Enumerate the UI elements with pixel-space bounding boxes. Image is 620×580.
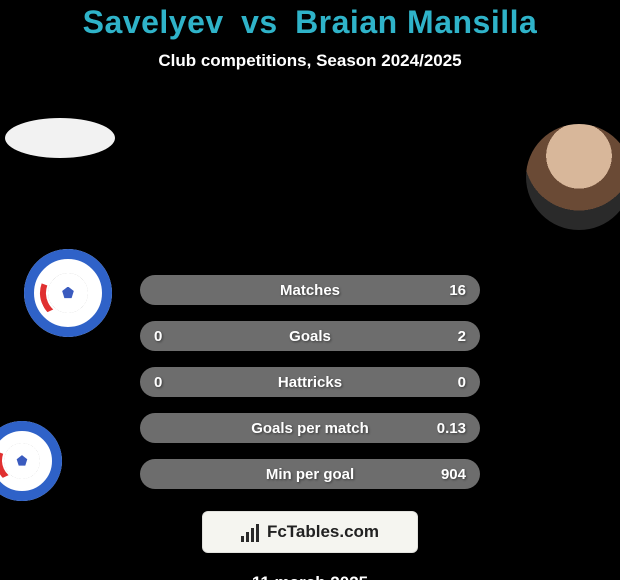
subtitle: Club competitions, Season 2024/2025 [0,51,620,71]
page-title: Savelyev vs Braian Mansilla [0,4,620,41]
title-player-2: Braian Mansilla [295,4,537,40]
stat-label: Min per goal [140,466,480,483]
player-2-club-crest [0,421,62,501]
title-vs: vs [241,4,278,40]
stat-row: Min per goal904 [140,459,480,489]
date-label: 11 march 2025 [0,573,620,580]
stats-rows: Matches16 0Goals2 0Hattricks0 Goals per mat… [140,275,480,489]
bar-chart-icon [241,522,261,542]
player-1-club-crest [24,249,112,337]
title-player-1: Savelyev [83,4,224,40]
stat-row: 0Goals2 [140,321,480,351]
comparison-card: Savelyev vs Braian Mansilla Club competi… [0,0,620,580]
stat-label: Hattricks [140,374,480,391]
stat-label: Goals per match [140,420,480,437]
stat-row: 0Hattricks0 [140,367,480,397]
stat-row: Matches16 [140,275,480,305]
stat-label: Goals [140,328,480,345]
stat-label: Matches [140,282,480,299]
player-2-avatar [526,124,620,230]
player-1-avatar [5,118,115,158]
branding-badge: FcTables.com [202,511,418,553]
stat-row: Goals per match0.13 [140,413,480,443]
branding-text: FcTables.com [267,522,379,542]
